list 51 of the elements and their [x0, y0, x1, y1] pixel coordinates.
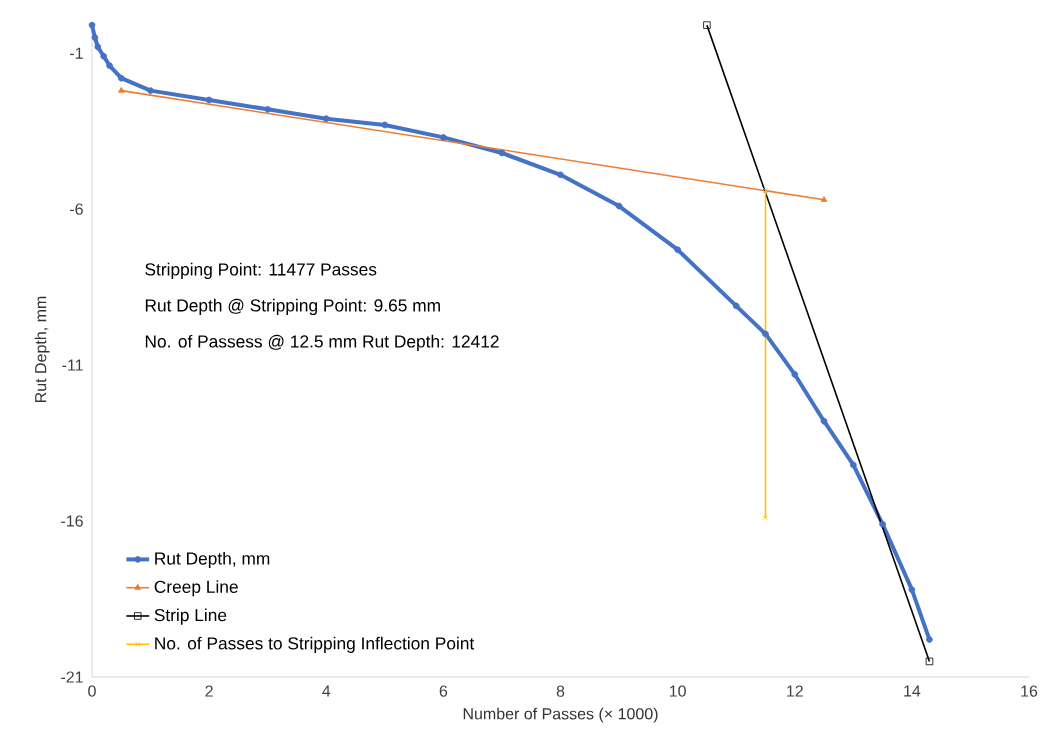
x-tick-label: 6 — [439, 685, 448, 697]
point — [703, 21, 711, 29]
point — [117, 74, 125, 82]
point — [849, 461, 857, 469]
point — [94, 43, 102, 51]
x-tick-label: 2 — [205, 685, 213, 697]
point — [498, 149, 506, 157]
point — [762, 515, 769, 521]
point — [205, 96, 213, 104]
point — [91, 34, 99, 41]
x-tick-label: 12 — [787, 685, 803, 697]
point — [322, 115, 330, 123]
point — [440, 134, 447, 141]
x-tick-label: 4 — [322, 685, 331, 697]
x-tick-label: 14 — [904, 685, 921, 697]
point — [615, 202, 623, 210]
point — [264, 106, 272, 113]
x-tick-label: 10 — [669, 685, 686, 697]
y-tick-label: -6 — [70, 203, 83, 215]
legend-label: Rut Depth, mm — [155, 551, 270, 569]
legend-label: No. of Passes to Stripping Inflection Point — [155, 636, 475, 653]
annotation: Rut Depth @ Stripping Point: 9.65 mm — [145, 298, 440, 315]
point — [557, 171, 564, 179]
y-tick-label: -1 — [70, 47, 83, 59]
annotation: No. of Passess @ 12.5 mm Rut Depth: 12412 — [145, 334, 499, 352]
legend-label: Strip Line — [154, 608, 227, 625]
point — [100, 52, 108, 60]
x-tick-label: 16 — [1021, 685, 1038, 697]
legend-label: Creep Line — [154, 580, 238, 597]
point — [791, 371, 799, 378]
x-tick-label: 8 — [556, 685, 565, 697]
point — [879, 520, 886, 528]
point — [908, 586, 916, 593]
annotation: Stripping Point: 11477 Passes — [145, 262, 377, 279]
y-tick-label: -21 — [61, 671, 83, 683]
point — [925, 657, 934, 666]
point — [732, 302, 740, 310]
x-axis-title: Number of Passes (× 1000) — [463, 707, 658, 723]
point — [147, 87, 154, 94]
y-tick-label: -11 — [62, 359, 83, 371]
point — [762, 330, 769, 338]
point — [88, 21, 96, 29]
y-axis-title: Rut Depth, mm — [34, 296, 50, 402]
point — [106, 62, 113, 69]
point — [762, 187, 769, 194]
point — [926, 636, 933, 643]
point — [674, 246, 681, 254]
x-tick-label: 0 — [88, 685, 96, 697]
point — [820, 417, 828, 425]
point — [381, 121, 389, 129]
y-tick-label: -16 — [61, 515, 83, 527]
